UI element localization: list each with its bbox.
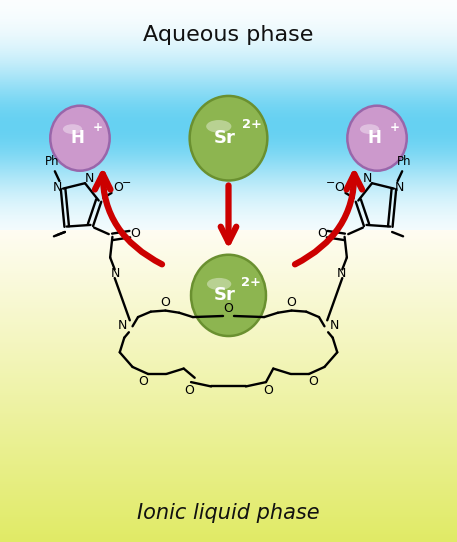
Text: H: H [70, 129, 84, 147]
Text: O: O [138, 375, 149, 388]
Ellipse shape [190, 96, 267, 180]
Text: N: N [85, 172, 94, 185]
Text: Ph: Ph [397, 155, 412, 168]
Text: N: N [395, 181, 404, 194]
Text: +: + [390, 121, 400, 134]
Text: O: O [287, 296, 297, 309]
Text: H: H [367, 129, 381, 147]
Text: O: O [184, 384, 194, 397]
Text: Sr: Sr [214, 129, 235, 147]
Text: Ionic liquid phase: Ionic liquid phase [137, 504, 320, 523]
Text: O: O [113, 181, 123, 194]
Text: Ph: Ph [45, 155, 60, 168]
Text: O: O [130, 227, 140, 240]
Ellipse shape [360, 124, 379, 134]
Text: N: N [363, 172, 372, 185]
Ellipse shape [347, 106, 407, 171]
Text: O: O [263, 384, 273, 397]
Ellipse shape [206, 120, 231, 133]
Text: −: − [122, 178, 131, 188]
Text: Sr: Sr [214, 286, 236, 305]
Text: O: O [317, 227, 327, 240]
Text: N: N [337, 267, 346, 280]
Text: +: + [93, 121, 103, 134]
Text: O: O [223, 302, 234, 315]
Text: 2+: 2+ [242, 118, 262, 131]
Text: 2+: 2+ [241, 276, 261, 289]
Text: O: O [308, 375, 319, 388]
Text: N: N [118, 319, 127, 332]
Text: N: N [111, 267, 120, 280]
Ellipse shape [207, 278, 231, 290]
Text: N: N [330, 319, 339, 332]
Text: Aqueous phase: Aqueous phase [143, 25, 314, 45]
Ellipse shape [63, 124, 82, 134]
Ellipse shape [191, 255, 266, 336]
Text: O: O [334, 181, 344, 194]
Text: −: − [326, 178, 335, 188]
Text: O: O [160, 296, 170, 309]
Text: N: N [53, 181, 62, 194]
Ellipse shape [50, 106, 110, 171]
